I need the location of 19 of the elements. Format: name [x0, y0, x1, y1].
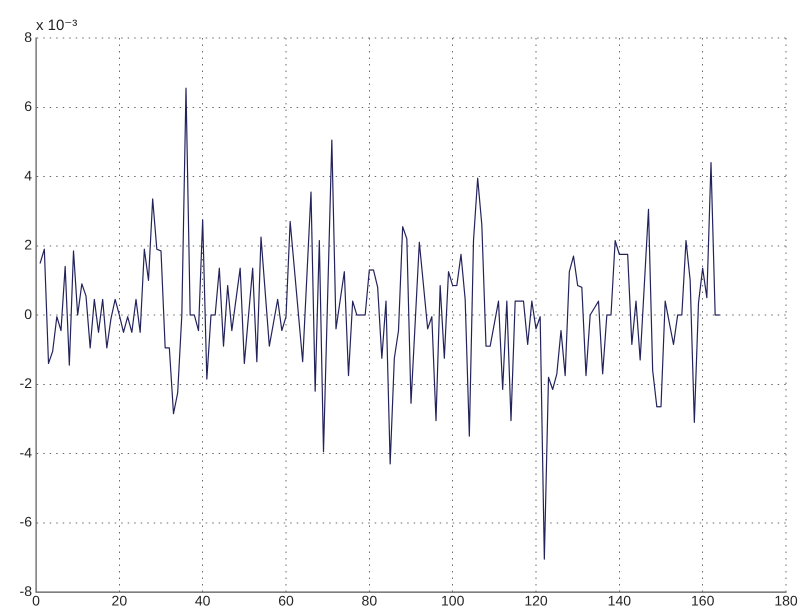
x-tick-label: 40: [194, 592, 211, 608]
text: x 10⁻³: [36, 17, 78, 34]
y-tick-label: -6: [20, 514, 32, 530]
y-tick-label: 4: [24, 167, 32, 184]
x-tick-label: 160: [690, 592, 715, 608]
x-tick-label: 140: [608, 592, 632, 608]
y-tick-label: 2: [24, 236, 32, 253]
x-tick-label: 180: [774, 592, 798, 608]
x-tick-label: 20: [112, 592, 128, 608]
y-tick-label: -2: [20, 375, 32, 392]
y-tick-label: -8: [20, 582, 32, 599]
y-tick-label: 8: [24, 28, 32, 45]
y-tick-label: 0: [24, 306, 32, 322]
x-tick-label: 60: [278, 592, 294, 608]
x-tick-label: 120: [524, 592, 548, 608]
y-tick-label: -4: [20, 444, 32, 460]
y-tick-label: 6: [24, 98, 32, 114]
x-tick-label: 80: [362, 592, 378, 608]
x-tick-label: 100: [440, 592, 465, 608]
